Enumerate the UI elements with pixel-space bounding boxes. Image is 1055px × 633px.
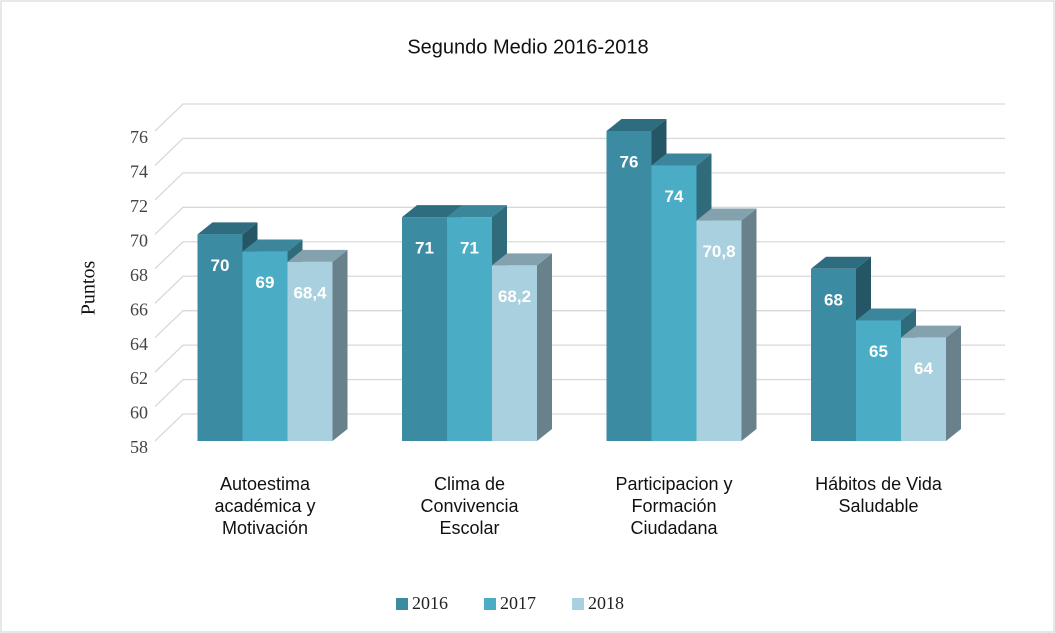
- y-tick-label: 72: [130, 196, 148, 216]
- legend-swatch: [484, 598, 496, 610]
- y-tick-label: 60: [130, 403, 148, 423]
- bar-top: [242, 239, 303, 252]
- bar-side: [332, 249, 348, 441]
- data-label: 70,8: [702, 242, 735, 261]
- chart-title: Segundo Medio 2016-2018: [407, 36, 648, 58]
- data-label: 76: [620, 152, 639, 171]
- x-tick-label: Participacion y Formación Ciudadana: [615, 474, 733, 538]
- grid-line: [154, 103, 1005, 132]
- legend-label: 2018: [588, 593, 624, 613]
- y-tick-label: 68: [130, 265, 148, 285]
- y-tick-label: 64: [130, 334, 148, 354]
- y-tick-label: 58: [130, 437, 148, 457]
- bar-front: [402, 217, 447, 441]
- bar-front: [287, 261, 333, 441]
- bar-front: [197, 234, 243, 441]
- bar-top: [856, 308, 916, 321]
- y-tick-label: 70: [130, 230, 148, 250]
- bar-top: [197, 222, 258, 235]
- x-tick-label: Clima de Convivencia Escolar: [420, 474, 519, 538]
- bar-top: [651, 153, 712, 166]
- bar: [901, 325, 961, 441]
- x-tick-label: Hábitos de Vida Saludable: [815, 474, 942, 516]
- legend-label: 2017: [500, 593, 536, 613]
- bar-side: [537, 253, 552, 441]
- data-label: 69: [256, 273, 275, 292]
- bar: [492, 253, 552, 441]
- bar: [287, 249, 348, 441]
- y-tick-label: 66: [130, 299, 148, 319]
- data-label: 74: [665, 187, 684, 206]
- grid-line: [154, 206, 1005, 235]
- bar-side: [946, 325, 961, 441]
- bar-top: [402, 205, 462, 218]
- bar-front: [606, 131, 652, 441]
- y-tick-label: 76: [130, 127, 148, 147]
- grid-line: [154, 137, 1005, 166]
- bar-top: [901, 325, 961, 338]
- legend-swatch: [396, 598, 408, 610]
- bar-front: [856, 320, 901, 441]
- bar-top: [287, 249, 348, 262]
- data-label: 68,2: [498, 287, 531, 306]
- bar-front: [447, 217, 492, 441]
- legend-swatch: [572, 598, 584, 610]
- data-label: 71: [460, 239, 479, 258]
- y-tick-label: 74: [130, 162, 148, 182]
- bar-front: [901, 337, 946, 441]
- data-label: 71: [415, 239, 434, 258]
- data-label: 64: [914, 359, 933, 378]
- bar-front: [696, 220, 742, 441]
- data-label: 68: [824, 290, 843, 309]
- y-tick-label: 62: [130, 368, 148, 388]
- bar-top: [606, 119, 667, 131]
- bar-front: [811, 268, 856, 441]
- x-tick-label: Autoestima académica y Motivación: [214, 474, 316, 538]
- bar-top: [811, 256, 871, 269]
- bar-front: [242, 251, 288, 441]
- data-label: 68,4: [293, 283, 327, 302]
- bar-top: [696, 208, 757, 221]
- y-axis-label: Puntos: [78, 261, 100, 316]
- bar-front: [492, 265, 537, 441]
- bar-top: [447, 205, 507, 218]
- bar-side: [741, 208, 757, 441]
- legend-label: 2016: [412, 593, 448, 613]
- bar-front: [651, 165, 697, 441]
- bar: [696, 208, 757, 441]
- data-label: 70: [211, 256, 230, 275]
- grid-line: [154, 172, 1005, 201]
- bar-top: [492, 253, 552, 266]
- data-label: 65: [869, 342, 888, 361]
